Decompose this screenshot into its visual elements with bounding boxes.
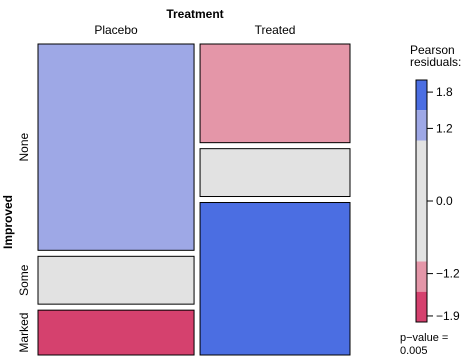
legend-ticks: 1.8 1.2 0.0 −1.2 −1.9 — [427, 85, 460, 323]
row-label: None — [17, 132, 31, 161]
mosaic-tile — [199, 148, 351, 198]
mosaic-tile — [37, 43, 195, 251]
column-labels: Placebo Treated — [94, 23, 295, 37]
legend-band — [416, 80, 427, 111]
mosaic-tile — [37, 255, 195, 305]
pvalue-line1: p−value = — [400, 332, 448, 344]
legend-tick-label: 1.8 — [436, 85, 453, 99]
row-variable-title: Improved — [1, 195, 15, 249]
legend-title-line2: residuals: — [410, 55, 461, 69]
legend-tick-label: 1.2 — [436, 121, 453, 135]
legend-band — [416, 110, 427, 141]
legend-band — [416, 291, 427, 322]
pvalue-line2: 0.005 — [400, 345, 428, 357]
mosaic-tile — [199, 202, 351, 356]
legend-tick-label: −1.9 — [436, 309, 460, 323]
legend-tick-label: −1.2 — [436, 267, 460, 281]
row-labels: None Some Marked — [17, 132, 31, 352]
row-label: Some — [17, 264, 31, 296]
column-variable-title: Treatment — [166, 7, 223, 21]
mosaic-tile — [37, 309, 195, 356]
legend: Pearson residuals: 1.8 1.2 0.0 −1.2 −1.9 p−v… — [400, 43, 461, 357]
row-label: Marked — [17, 313, 31, 353]
legend-tick-label: 0.0 — [436, 194, 453, 208]
mosaic-tiles — [37, 43, 351, 356]
legend-band — [416, 261, 427, 292]
column-label: Placebo — [94, 23, 138, 37]
legend-band — [416, 140, 427, 262]
mosaic-tile — [199, 43, 351, 144]
column-label: Treated — [255, 23, 296, 37]
legend-title-line1: Pearson — [410, 43, 455, 57]
legend-color-bar — [415, 79, 428, 323]
